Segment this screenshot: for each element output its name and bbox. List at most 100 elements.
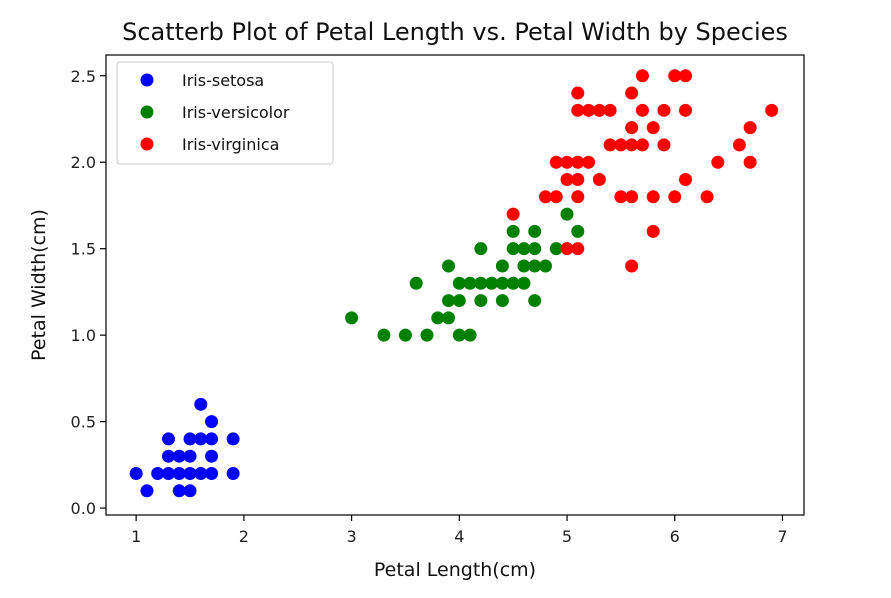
data-point	[409, 276, 423, 290]
chart-title: Scatterb Plot of Petal Length vs. Petal …	[122, 18, 788, 46]
data-point	[194, 466, 208, 480]
data-point	[538, 190, 552, 204]
data-point	[452, 276, 466, 290]
data-point	[625, 190, 639, 204]
data-point	[205, 415, 219, 429]
data-point	[679, 69, 693, 83]
data-point	[474, 276, 488, 290]
data-point	[463, 276, 477, 290]
x-axis-ticks: 1 2 3 4 5 6 7	[131, 515, 788, 546]
data-point	[194, 397, 208, 411]
legend-marker	[140, 137, 154, 151]
data-point	[495, 294, 509, 308]
data-point	[398, 328, 412, 342]
data-point	[679, 173, 693, 187]
data-point	[657, 103, 671, 117]
legend-label: Iris-setosa	[182, 71, 264, 90]
data-point	[506, 224, 520, 238]
data-point	[549, 190, 563, 204]
data-point	[528, 242, 542, 256]
data-point	[517, 242, 531, 256]
data-point	[183, 484, 197, 498]
legend-box	[116, 61, 334, 165]
x-tick-label: 4	[454, 527, 464, 546]
data-point	[603, 138, 617, 152]
data-point	[161, 466, 175, 480]
data-point	[646, 224, 660, 238]
data-point	[571, 86, 585, 100]
data-point	[172, 484, 186, 498]
data-point	[420, 328, 434, 342]
data-point	[538, 259, 552, 273]
data-point	[679, 103, 693, 117]
data-point	[506, 276, 520, 290]
data-point	[560, 173, 574, 187]
legend-marker	[140, 105, 154, 119]
data-point	[442, 311, 456, 325]
data-point	[765, 103, 779, 117]
data-point	[582, 155, 596, 169]
data-point	[560, 207, 574, 221]
data-point	[732, 138, 746, 152]
data-point	[161, 432, 175, 446]
data-point	[625, 121, 639, 135]
data-point	[625, 259, 639, 273]
x-tick-label: 3	[346, 527, 356, 546]
data-point	[614, 190, 628, 204]
data-point	[571, 155, 585, 169]
x-tick-label: 6	[670, 527, 680, 546]
data-point	[571, 190, 585, 204]
x-tick-label: 1	[131, 527, 141, 546]
x-axis-label: Petal Length(cm)	[374, 559, 536, 581]
data-point	[226, 432, 240, 446]
y-tick-label: 2.0	[71, 153, 96, 172]
data-point	[571, 224, 585, 238]
data-point	[625, 138, 639, 152]
data-point	[226, 466, 240, 480]
data-point	[635, 103, 649, 117]
data-point	[129, 466, 143, 480]
data-point	[452, 328, 466, 342]
x-tick-label: 5	[562, 527, 572, 546]
data-point	[603, 103, 617, 117]
data-point	[183, 432, 197, 446]
legend-marker	[140, 73, 154, 87]
data-point	[549, 155, 563, 169]
y-tick-label: 1.0	[71, 326, 96, 345]
y-axis-label: Petal Width(cm)	[28, 209, 50, 361]
y-tick-label: 1.5	[71, 240, 96, 259]
data-point	[442, 294, 456, 308]
data-point	[711, 155, 725, 169]
data-point	[657, 138, 671, 152]
data-point	[646, 121, 660, 135]
data-point	[205, 466, 219, 480]
data-point	[506, 207, 520, 221]
legend-label: Iris-virginica	[182, 135, 279, 154]
data-point	[495, 276, 509, 290]
data-point	[442, 259, 456, 273]
data-point	[431, 311, 445, 325]
data-point	[517, 259, 531, 273]
data-point	[172, 466, 186, 480]
data-point	[205, 449, 219, 463]
data-point	[635, 69, 649, 83]
data-point	[205, 432, 219, 446]
data-points	[129, 69, 779, 498]
data-point	[635, 138, 649, 152]
data-point	[151, 466, 165, 480]
x-tick-label: 2	[239, 527, 249, 546]
data-point	[571, 103, 585, 117]
data-point	[560, 155, 574, 169]
data-point	[452, 294, 466, 308]
data-point	[668, 190, 682, 204]
data-point	[517, 276, 531, 290]
data-point	[571, 242, 585, 256]
y-axis-ticks: 0.0 0.5 1.0 1.5 2.0 2.5	[71, 67, 106, 518]
data-point	[668, 69, 682, 83]
x-tick-label: 7	[777, 527, 787, 546]
y-tick-label: 2.5	[71, 67, 96, 86]
data-point	[474, 294, 488, 308]
data-point	[345, 311, 359, 325]
data-point	[183, 449, 197, 463]
